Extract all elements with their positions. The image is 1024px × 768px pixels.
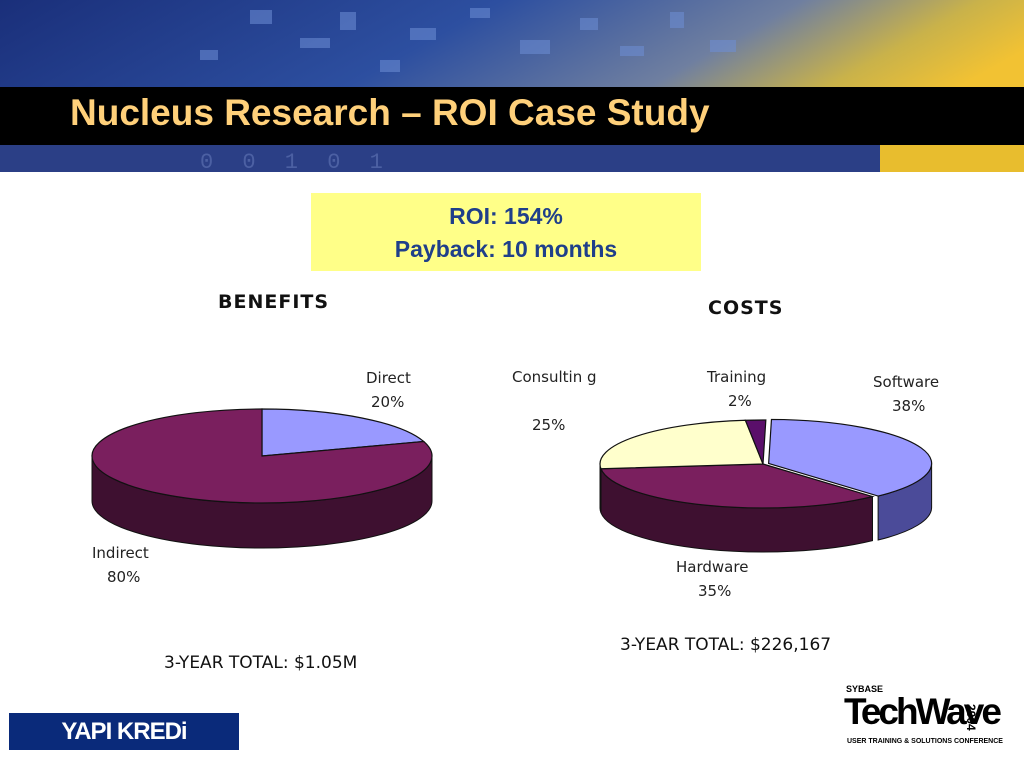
benefits-slices	[91, 408, 433, 549]
pie-slice-direct	[261, 408, 426, 457]
benefits-pct-direct: 20%	[371, 393, 404, 411]
techwave-main-text: TechWave	[844, 691, 1002, 732]
pie-slice-indirect	[91, 408, 433, 504]
banner-background: 0 0 1 0 1	[0, 0, 1024, 172]
costs-label-training: Training	[706, 368, 766, 386]
yapi-kredi-logo: YAPI KREDi	[9, 713, 239, 750]
costs-label-hardware: Hardware	[676, 558, 748, 576]
pie-side-consultin-g	[599, 463, 602, 513]
header-banner: 0 0 1 0 1 Nucleus Research – ROI Case St…	[0, 0, 1024, 172]
yapi-kredi-logo-text: YAPI KREDi	[61, 718, 187, 745]
pie-slice-software	[767, 418, 933, 497]
benefits-pct-indirect: 80%	[107, 568, 140, 586]
costs-pct-hardware: 35%	[698, 582, 731, 600]
costs-total: 3-YEAR TOTAL: $226,167	[620, 635, 831, 655]
costs-pct-software: 38%	[892, 397, 925, 415]
costs-pct-consulting: 25%	[532, 416, 565, 434]
pie-slice-consultin-g	[599, 419, 764, 470]
benefits-chart: BENEFITS Direct 20% Indirect 80% 3-YEAR …	[91, 291, 433, 673]
slide-title: Nucleus Research – ROI Case Study	[70, 92, 710, 133]
pie-slice-hardware	[600, 463, 875, 509]
svg-text:0 0 1 0 1: 0 0 1 0 1	[200, 150, 391, 172]
benefits-label-indirect: Indirect	[92, 544, 149, 562]
costs-label-consulting: Consultin g	[512, 368, 597, 386]
benefits-title: BENEFITS	[218, 291, 329, 313]
roi-value: ROI: 154%	[449, 203, 563, 229]
techwave-year-text: 2004	[964, 704, 978, 731]
payback-value: Payback: 10 months	[394, 236, 618, 262]
costs-slices	[599, 418, 933, 553]
benefits-label-direct: Direct	[366, 369, 411, 387]
costs-pct-training: 2%	[728, 392, 752, 410]
pie-slice-training	[744, 419, 767, 465]
costs-label-software: Software	[873, 373, 939, 391]
roi-summary-box: ROI: 154% Payback: 10 months	[311, 193, 701, 271]
benefits-total: 3-YEAR TOTAL: $1.05M	[164, 653, 357, 673]
costs-title: COSTS	[708, 297, 783, 319]
techwave-logo: SYBASE TechWave 2004 USER TRAINING & SOL…	[842, 684, 1003, 750]
techwave-subtitle-text: USER TRAINING & SOLUTIONS CONFERENCE	[847, 738, 1003, 745]
costs-chart: COSTS Software 38% Hardware 35% Consulti…	[512, 297, 939, 655]
techwave-sybase-text: SYBASE	[846, 684, 884, 694]
